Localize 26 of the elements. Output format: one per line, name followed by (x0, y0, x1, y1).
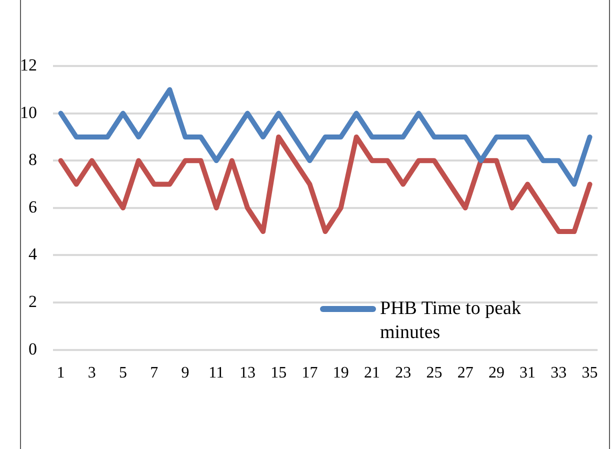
y-tick-label: 6 (28, 197, 37, 216)
x-tick-label: 15 (270, 364, 287, 382)
x-tick-label: 29 (488, 364, 504, 382)
x-tick-label: 25 (426, 364, 442, 382)
legend-label: PHB Time to peak minutes (380, 297, 522, 345)
y-tick-label: 8 (28, 150, 37, 170)
x-tick-label: 19 (332, 364, 349, 382)
x-tick-label: 35 (582, 364, 598, 382)
y-tick-label: 10 (20, 102, 37, 122)
x-tick-label: 11 (208, 364, 224, 382)
y-tick-label: 2 (28, 292, 37, 311)
x-tick-label: 9 (181, 364, 190, 382)
x-tick-label: 21 (364, 364, 380, 382)
x-tick-label: 23 (395, 364, 412, 382)
x-tick-label: 31 (520, 364, 536, 382)
y-tick-label: 4 (28, 244, 38, 264)
x-tick-label: 5 (119, 364, 128, 382)
y-tick-label: 12 (20, 55, 37, 74)
x-tick-label: 7 (150, 364, 158, 382)
x-tick-label: 33 (550, 364, 567, 382)
x-tick-label: 17 (302, 364, 318, 382)
y-tick-label: 0 (28, 339, 37, 358)
x-tick-label: 27 (457, 364, 474, 382)
x-tick-label: 13 (239, 364, 256, 382)
x-tick-label: 3 (88, 364, 96, 382)
x-tick-label: 1 (56, 364, 65, 382)
